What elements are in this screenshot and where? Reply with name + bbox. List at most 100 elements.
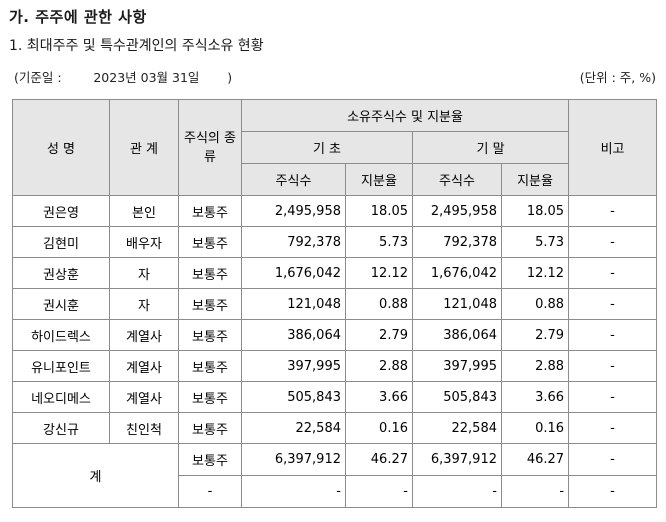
total-note: - [568,443,658,476]
cell-end-shares: 2,495,958 [412,195,502,227]
header-stock-type: 주식의 종류 [178,99,242,196]
section-title: 가. 주주에 관한 사항 [9,8,147,26]
cell-end-shares: 121,048 [412,288,502,320]
cell-begin-shares: 792,378 [241,226,346,258]
cell-stock-type: 보통주 [178,381,242,413]
cell-stock-type: 보통주 [178,319,242,351]
cell-begin-shares: 2,495,958 [241,195,346,227]
cell-stock-type: 보통주 [178,350,242,382]
cell-stock-type: 보통주 [178,412,242,444]
total-begin-ratio: 46.27 [345,443,413,476]
subsection-title: 1. 최대주주 및 특수관계인의 주식소유 현황 [9,38,264,54]
total-end-ratio: 46.27 [500,443,570,476]
total-begin-shares: 6,397,912 [241,443,346,476]
cell-end-ratio: 18.05 [500,195,570,227]
total-row: - - - - - - [13,475,658,508]
total-begin-shares: - [241,475,346,508]
cell-begin-ratio: 3.66 [345,381,413,413]
cell-end-shares: 792,378 [412,226,502,258]
cell-end-ratio: 0.16 [500,412,570,444]
header-end-shares: 주식수 [412,163,502,196]
shareholder-table: 성 명 관 계 주식의 종류 소유주식수 및 지분율 비고 기 초 기 말 주식… [12,99,658,508]
cell-end-ratio: 12.12 [500,257,570,289]
cell-begin-shares: 505,843 [241,381,346,413]
cell-begin-ratio: 5.73 [345,226,413,258]
cell-begin-ratio: 0.16 [345,412,413,444]
cell-note: - [568,381,658,413]
cell-end-ratio: 5.73 [500,226,570,258]
table-row: 유니포인트 계열사 보통주 397,995 2.88 397,995 2.88 … [12,350,658,382]
cell-name: 유니포인트 [12,350,110,382]
header-name: 성 명 [12,99,110,196]
table-row: 권상훈 자 보통주 1,676,042 12.12 1,676,042 12.1… [12,257,658,289]
cell-note: - [568,350,658,382]
cell-begin-shares: 386,064 [241,319,346,351]
total-end-ratio: - [500,475,570,508]
header-ownership-group: 소유주식수 및 지분율 [240,99,570,132]
header-note: 비고 [568,99,658,196]
cell-begin-shares: 1,676,042 [241,257,346,289]
cell-name: 권시훈 [12,288,110,320]
cell-name: 네오디메스 [12,381,110,413]
cell-end-shares: 1,676,042 [412,257,502,289]
cell-note: - [568,412,658,444]
cell-begin-ratio: 2.88 [345,350,413,382]
header-end-ratio: 지분율 [500,163,570,196]
cell-name: 강신규 [12,412,110,444]
cell-relation: 본인 [109,195,179,227]
header-begin: 기 초 [241,131,413,164]
cell-stock-type: 보통주 [178,226,242,258]
cell-end-ratio: 2.79 [500,319,570,351]
cell-stock-type: 보통주 [178,288,242,320]
cell-begin-shares: 397,995 [241,350,346,382]
cell-begin-ratio: 2.79 [345,319,413,351]
cell-name: 권은영 [12,195,110,227]
cell-relation: 친인척 [109,412,179,444]
cell-note: - [568,288,658,320]
cell-note: - [568,226,658,258]
cell-end-shares: 386,064 [412,319,502,351]
cell-end-ratio: 3.66 [500,381,570,413]
cell-relation: 배우자 [109,226,179,258]
cell-note: - [568,257,658,289]
cell-relation: 계열사 [109,319,179,351]
cell-end-shares: 22,584 [412,412,502,444]
cell-relation: 자 [109,288,179,320]
table-row: 김현미 배우자 보통주 792,378 5.73 792,378 5.73 - [12,226,658,258]
cell-relation: 계열사 [109,381,179,413]
cell-end-shares: 397,995 [412,350,502,382]
cell-note: - [568,319,658,351]
table-row: 네오디메스 계열사 보통주 505,843 3.66 505,843 3.66 … [12,381,658,413]
cell-name: 권상훈 [12,257,110,289]
table-row: 권은영 본인 보통주 2,495,958 18.05 2,495,958 18.… [12,195,658,227]
unit-label: (단위 : 주, %) [579,70,656,85]
header-begin-ratio: 지분율 [345,163,413,196]
cell-end-shares: 505,843 [412,381,502,413]
total-row: 계 보통주 6,397,912 46.27 6,397,912 46.27 - [12,443,658,508]
cell-stock-type: 보통주 [178,257,242,289]
cell-end-ratio: 2.88 [500,350,570,382]
cell-relation: 계열사 [109,350,179,382]
cell-begin-ratio: 0.88 [345,288,413,320]
total-stock-type: 보통주 [178,443,242,476]
cell-begin-shares: 22,584 [241,412,346,444]
table-row: 하이드렉스 계열사 보통주 386,064 2.79 386,064 2.79 … [12,319,658,351]
base-date: (기준일 : 2023년 03월 31일 ) [14,70,233,85]
header-stock-type-text: 주식의 종류 [184,130,236,165]
table-row: 강신규 친인척 보통주 22,584 0.16 22,584 0.16 - [12,412,658,444]
cell-end-ratio: 0.88 [500,288,570,320]
header-begin-shares: 주식수 [241,163,346,196]
total-end-shares: 6,397,912 [412,443,502,476]
cell-begin-ratio: 18.05 [345,195,413,227]
cell-stock-type: 보통주 [178,195,242,227]
total-label: 계 [12,443,179,508]
total-stock-type: - [178,475,242,508]
header-relation: 관 계 [109,99,179,196]
cell-name: 김현미 [12,226,110,258]
table-row: 권시훈 자 보통주 121,048 0.88 121,048 0.88 - [12,288,658,320]
cell-name: 하이드렉스 [12,319,110,351]
cell-relation: 자 [109,257,179,289]
cell-note: - [568,195,658,227]
total-end-shares: - [412,475,502,508]
header-end: 기 말 [411,131,570,164]
